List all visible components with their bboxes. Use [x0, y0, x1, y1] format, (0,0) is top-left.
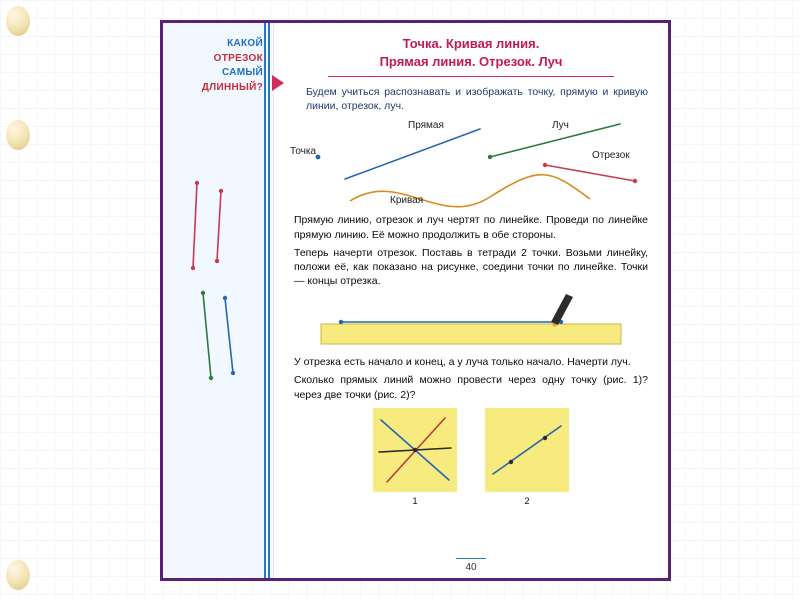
decorative-bead — [6, 120, 30, 150]
figure-1: 1 — [373, 408, 457, 507]
paragraph: Сколько прямых линий можно провести чере… — [294, 373, 648, 401]
figure-caption: 2 — [485, 495, 569, 507]
decorative-bead — [6, 560, 30, 590]
side-q-line: КАКОЙ — [173, 37, 263, 52]
label-ray: Луч — [552, 119, 569, 133]
label-curve: Кривая — [390, 194, 423, 208]
title-rule — [328, 76, 614, 77]
side-q-line: ОТРЕЗОК — [173, 52, 263, 67]
page-number: 40 — [456, 558, 486, 575]
line-types-diagram: Точка Прямая Луч Отрезок Кривая — [290, 119, 652, 209]
side-column: КАКОЙ ОТРЕЗОК САМЫЙ ДЛИННЫЙ? — [163, 23, 274, 578]
intro-text: Будем учиться распознавать и изображать … — [306, 85, 648, 113]
figure-row: 1 2 — [288, 408, 654, 507]
decorative-bead — [6, 6, 30, 36]
side-q-line: САМЫЙ — [173, 66, 263, 81]
side-question: КАКОЙ ОТРЕЗОК САМЫЙ ДЛИННЫЙ? — [163, 23, 273, 95]
section-arrow-icon — [272, 75, 284, 91]
label-segment: Отрезок — [592, 149, 630, 163]
main-column: Точка. Кривая линия. Прямая линия. Отрез… — [274, 23, 668, 578]
paragraph: Прямую линию, отрезок и луч чертят по ли… — [294, 213, 648, 241]
figure-caption: 1 — [373, 495, 457, 507]
page-frame: КАКОЙ ОТРЕЗОК САМЫЙ ДЛИННЫЙ? Точка. Крив… — [160, 20, 671, 581]
label-straight: Прямая — [408, 119, 444, 133]
title-line: Точка. Кривая линия. — [403, 36, 540, 51]
paragraph: У отрезка есть начало и конец, а у луча … — [294, 355, 648, 369]
figure-2: 2 — [485, 408, 569, 507]
side-q-line: ДЛИННЫЙ? — [173, 81, 263, 96]
paragraph: Теперь начерти отрезок. Поставь в тетрад… — [294, 246, 648, 289]
page-title: Точка. Кривая линия. Прямая линия. Отрез… — [328, 35, 614, 70]
side-segments-diagram — [163, 173, 263, 433]
ruler-illustration — [308, 294, 634, 349]
title-line: Прямая линия. Отрезок. Луч — [380, 54, 563, 69]
label-point: Точка — [290, 145, 316, 159]
